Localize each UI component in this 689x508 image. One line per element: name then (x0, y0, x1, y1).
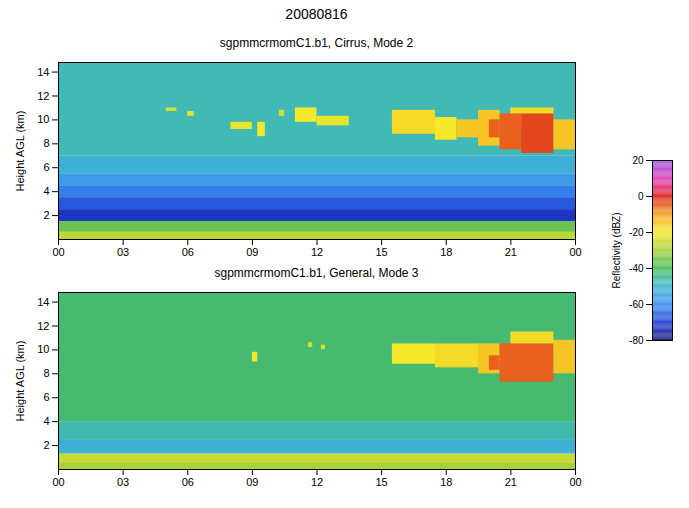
svg-text:10: 10 (37, 343, 49, 355)
svg-text:03: 03 (117, 476, 129, 488)
html-text:20080816: 20080816 (285, 6, 348, 22)
svg-text:2: 2 (43, 209, 49, 221)
svg-text:21: 21 (505, 476, 517, 488)
svg-text:18: 18 (440, 246, 452, 258)
svg-text:2: 2 (43, 439, 49, 451)
svg-text:06: 06 (182, 476, 194, 488)
svg-text:14: 14 (37, 296, 49, 308)
svg-text:8: 8 (43, 367, 49, 379)
svg-text:Height AGL (km): Height AGL (km) (14, 111, 26, 192)
svg-text:-80: -80 (629, 335, 644, 346)
svg-text:06: 06 (182, 246, 194, 258)
svg-text:00: 00 (52, 246, 64, 258)
svg-text:09: 09 (246, 476, 258, 488)
svg-text:12: 12 (311, 246, 323, 258)
svg-text:-60: -60 (629, 299, 644, 310)
svg-text:4: 4 (43, 185, 49, 197)
svg-text:15: 15 (376, 246, 388, 258)
svg-text:12: 12 (311, 476, 323, 488)
svg-text:03: 03 (117, 246, 129, 258)
svg-text:Reflectivity (dBZ): Reflectivity (dBZ) (611, 212, 622, 288)
svg-text:20: 20 (632, 155, 644, 166)
html-text:sgpmmcrmomC1.b1, General, Mode: sgpmmcrmomC1.b1, General, Mode 3 (214, 266, 419, 280)
svg-text:18: 18 (440, 476, 452, 488)
svg-text:-20: -20 (629, 227, 644, 238)
svg-text:00: 00 (52, 476, 64, 488)
svg-text:14: 14 (37, 66, 49, 78)
svg-text:6: 6 (43, 391, 49, 403)
svg-text:00: 00 (569, 246, 581, 258)
svg-text:12: 12 (37, 320, 49, 332)
svg-text:8: 8 (43, 137, 49, 149)
svg-text:10: 10 (37, 113, 49, 125)
svg-text:4: 4 (43, 415, 49, 427)
svg-text:21: 21 (505, 246, 517, 258)
svg-text:12: 12 (37, 90, 49, 102)
svg-text:15: 15 (376, 476, 388, 488)
svg-text:09: 09 (246, 246, 258, 258)
svg-text:Height AGL (km): Height AGL (km) (14, 341, 26, 422)
svg-text:-40: -40 (629, 263, 644, 274)
svg-text:00: 00 (569, 476, 581, 488)
svg-text:0: 0 (638, 191, 644, 202)
svg-text:6: 6 (43, 161, 49, 173)
html-text:sgpmmcrmomC1.b1, Cirrus, Mode: sgpmmcrmomC1.b1, Cirrus, Mode 2 (219, 36, 414, 50)
